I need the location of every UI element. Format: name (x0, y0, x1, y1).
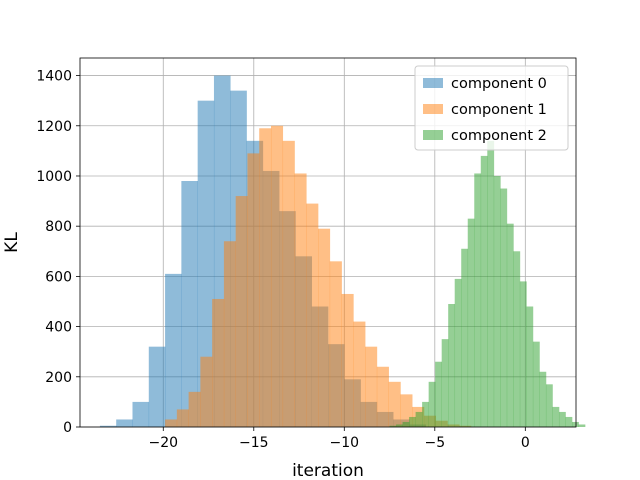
y-tick-label: 400 (45, 320, 72, 336)
histogram-bar (365, 346, 378, 427)
y-tick-label: 0 (63, 420, 72, 436)
histogram-bar (402, 421, 410, 427)
histogram-bar (116, 419, 133, 427)
histogram-bar (565, 416, 573, 427)
histogram-bar (558, 411, 566, 427)
histogram-bar (212, 298, 225, 427)
legend-entry-label: component 2 (451, 128, 547, 144)
histogram-bar (461, 248, 469, 427)
histogram-bar (99, 425, 117, 427)
histogram-bar (578, 424, 586, 427)
axes-frame (79, 57, 577, 428)
series-1-bars (165, 125, 472, 428)
histogram-bar (435, 361, 442, 427)
x-tick-label: 0 (521, 435, 530, 451)
y-tick-label: 600 (45, 269, 72, 285)
x-tick-label: −20 (148, 435, 178, 451)
legend-swatch (423, 104, 443, 114)
y-tick-label: 200 (45, 370, 72, 386)
histogram-bar (235, 196, 248, 427)
histogram-bar (188, 391, 201, 427)
histogram-bar (200, 356, 213, 427)
y-axis-ticks: 0 200 400 600 800 1000 1200 1400 (36, 69, 80, 436)
x-axis-ticks: −20 −15 −10 −5 0 (148, 427, 530, 451)
histogram-bar (181, 181, 198, 427)
histogram-bar (376, 366, 389, 427)
y-tick-label: 1200 (36, 119, 72, 135)
histogram-bar (306, 203, 319, 427)
histogram-bar (396, 424, 403, 427)
histogram-bar (282, 140, 295, 427)
histogram-bar (294, 173, 307, 427)
histogram-bar (165, 273, 182, 427)
y-axis-label: KL (2, 232, 22, 253)
histogram-bar (341, 293, 354, 427)
histogram-bar (197, 100, 215, 428)
histogram-bar (176, 409, 189, 427)
histogram-bar (532, 341, 540, 427)
histogram-bar (526, 306, 534, 427)
histogram-bar (513, 251, 521, 427)
histogram-bar (519, 281, 527, 427)
x-tick-label: −5 (424, 435, 445, 451)
histogram-bar (441, 339, 449, 427)
histogram-bar (572, 421, 579, 427)
histogram-bar (388, 381, 401, 427)
legend-swatch (423, 78, 443, 88)
histogram-bar (428, 381, 436, 427)
histogram-bar (389, 425, 397, 427)
legend-swatch (423, 130, 443, 140)
histogram-bar (506, 223, 514, 427)
legend-box (414, 65, 569, 151)
histogram-bar (223, 241, 236, 427)
histogram-bar (132, 401, 150, 427)
legend: component 0 component 1 component 2 (414, 65, 569, 151)
histogram-bar (467, 218, 475, 427)
series-2-bars (389, 140, 586, 428)
histogram-bar (454, 278, 462, 427)
histogram-bar (480, 155, 488, 428)
histogram-bar (493, 175, 501, 427)
histogram-bar (247, 153, 260, 427)
histogram-bar (422, 401, 429, 427)
histogram-bar (148, 346, 166, 427)
x-tick-label: −15 (239, 435, 269, 451)
histogram-bar (539, 371, 547, 427)
y-tick-label: 1400 (36, 69, 72, 85)
legend-entry-label: component 0 (451, 76, 547, 92)
y-tick-label: 1000 (36, 169, 72, 185)
histogram-bars (99, 75, 586, 428)
histogram-bar (409, 416, 416, 427)
histogram-bar (318, 228, 331, 427)
histogram-bar (270, 125, 284, 427)
histogram-bar (552, 406, 560, 427)
x-axis-label: iteration (292, 461, 364, 480)
histogram-bar (259, 128, 272, 428)
histogram-bar (474, 173, 482, 427)
legend-entry-label: component 1 (451, 102, 547, 118)
histogram-bar (500, 188, 508, 427)
histogram-bar (487, 140, 495, 427)
histogram-bar (329, 261, 342, 427)
histogram-bar (545, 384, 553, 427)
histogram-bar (448, 304, 456, 427)
y-tick-label: 800 (45, 219, 72, 235)
x-tick-label: −10 (330, 435, 360, 451)
histogram-bar (353, 321, 366, 427)
histogram-bar (415, 411, 423, 427)
histogram-bar (165, 419, 178, 427)
